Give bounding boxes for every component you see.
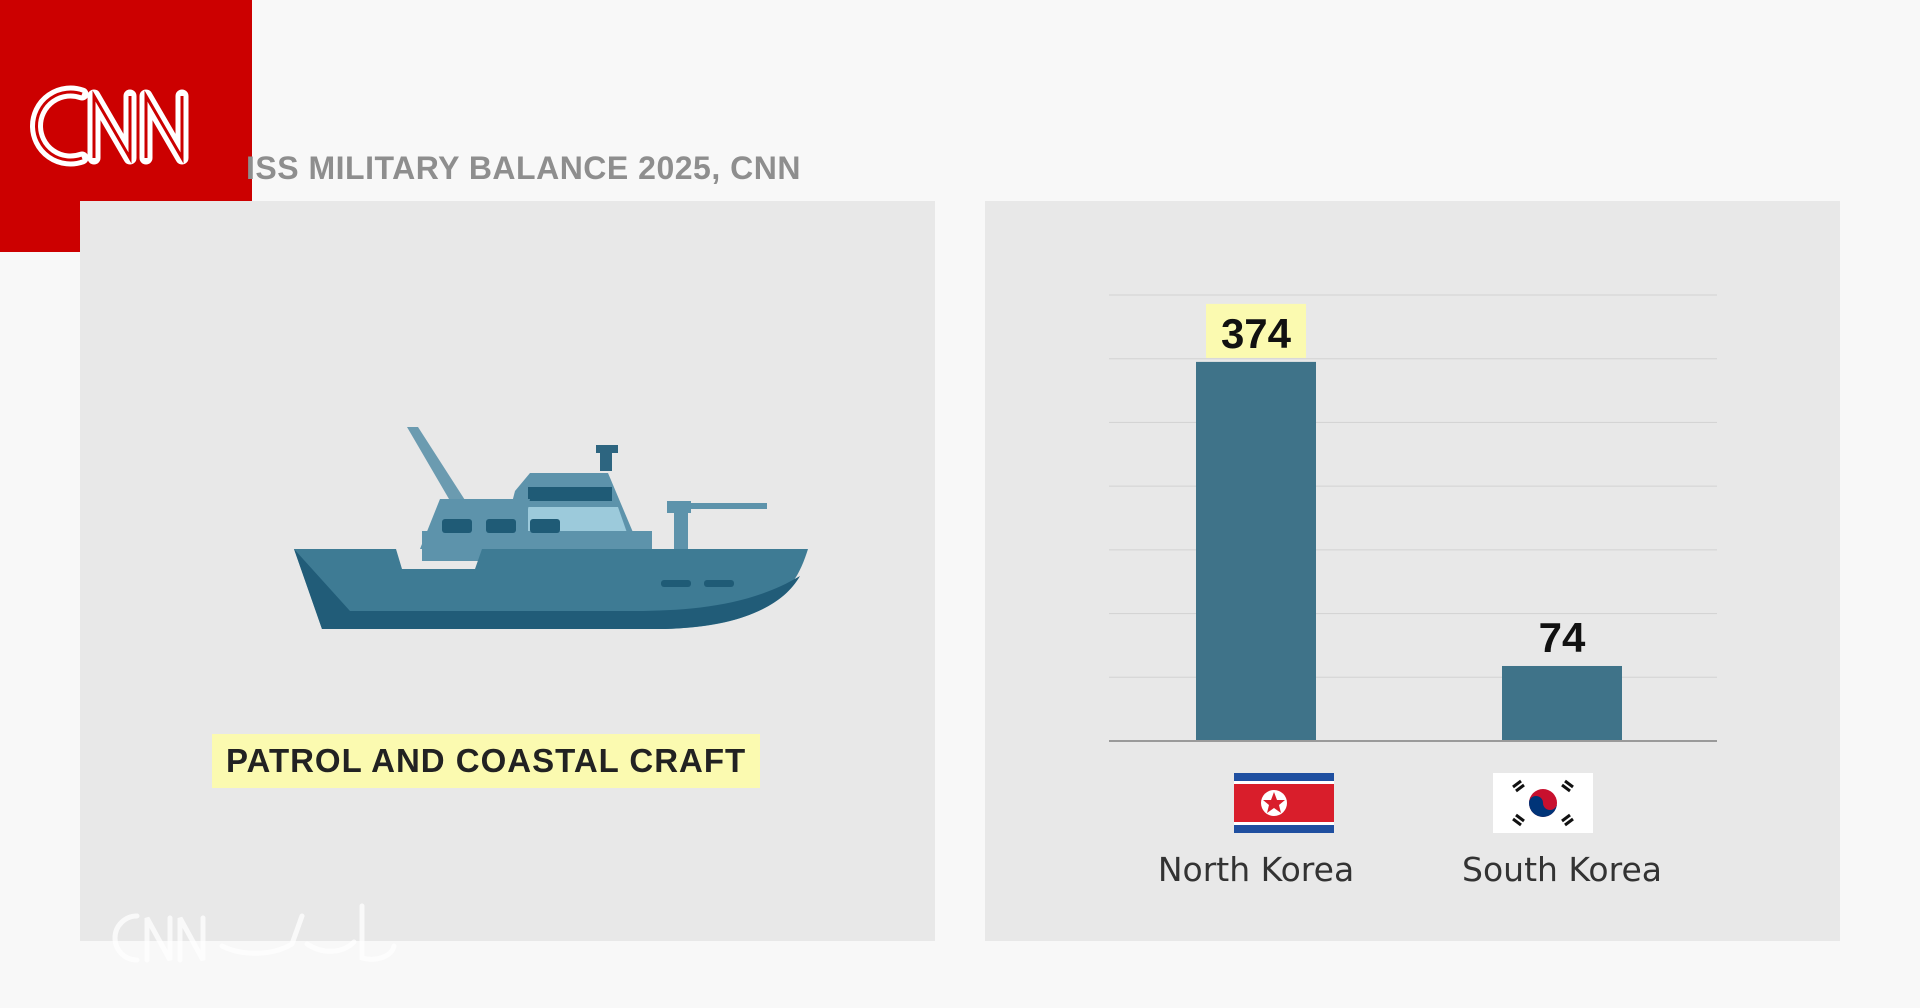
category-label: North Korea (1158, 850, 1354, 889)
north-korea-flag-icon (1234, 773, 1334, 833)
category-labels: North Korea South Korea (1158, 850, 1662, 889)
cnn-arabic-watermark-icon (112, 903, 397, 963)
right-panel: 374 74 North Korea South Korea (985, 201, 1840, 941)
bars (1196, 361, 1622, 741)
value-labels: 374 74 (1206, 303, 1586, 661)
value-label-highlight (1206, 303, 1306, 358)
source-caption: ISS MILITARY BALANCE 2025, CNN (246, 150, 801, 186)
bar-south-korea (1502, 665, 1622, 741)
category-label: PATROL AND COASTAL CRAFT (212, 734, 761, 788)
left-panel: PATROL AND COASTAL CRAFT (80, 201, 935, 941)
cnn-logo-icon (30, 85, 189, 167)
value-label: 74 (1539, 614, 1586, 661)
bar-chart: 374 74 North Korea South Korea (1109, 294, 1717, 889)
category-label: South Korea (1462, 850, 1662, 889)
patrol-boat-icon (294, 427, 808, 629)
bar-north-korea (1196, 361, 1316, 741)
value-label: 374 (1221, 310, 1292, 357)
south-korea-flag-icon (1493, 773, 1593, 833)
